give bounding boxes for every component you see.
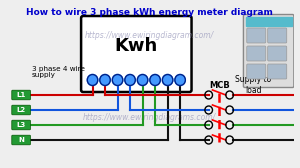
FancyBboxPatch shape (12, 105, 30, 115)
Text: MCB: MCB (209, 80, 230, 90)
Bar (246, 17, 292, 26)
FancyBboxPatch shape (12, 120, 30, 130)
Circle shape (175, 74, 185, 86)
Text: How to wire 3 phase kWh energy meter diagram: How to wire 3 phase kWh energy meter dia… (26, 8, 273, 17)
Circle shape (87, 74, 98, 86)
Text: N: N (18, 137, 24, 143)
Text: https://www.ewiringdiagram.com/: https://www.ewiringdiagram.com/ (85, 32, 214, 40)
Circle shape (112, 74, 123, 86)
Circle shape (137, 74, 148, 86)
Text: Supply to
load: Supply to load (235, 75, 272, 95)
FancyBboxPatch shape (268, 64, 287, 79)
Text: 3 phase 4 wire
supply: 3 phase 4 wire supply (32, 66, 85, 78)
FancyBboxPatch shape (247, 28, 266, 43)
FancyBboxPatch shape (12, 90, 30, 100)
Text: L2: L2 (16, 107, 26, 113)
Text: Kwh: Kwh (115, 37, 158, 55)
Circle shape (125, 74, 135, 86)
FancyBboxPatch shape (247, 64, 266, 79)
Circle shape (150, 74, 160, 86)
FancyBboxPatch shape (247, 46, 266, 61)
Text: https://www.ewiringdiagrams.com/: https://www.ewiringdiagrams.com/ (83, 114, 216, 122)
Circle shape (100, 74, 110, 86)
Text: L3: L3 (16, 122, 26, 128)
FancyBboxPatch shape (12, 135, 30, 145)
FancyBboxPatch shape (268, 28, 287, 43)
Circle shape (162, 74, 173, 86)
FancyBboxPatch shape (81, 16, 191, 92)
FancyBboxPatch shape (268, 46, 287, 61)
FancyBboxPatch shape (243, 14, 294, 88)
Text: L1: L1 (16, 92, 26, 98)
